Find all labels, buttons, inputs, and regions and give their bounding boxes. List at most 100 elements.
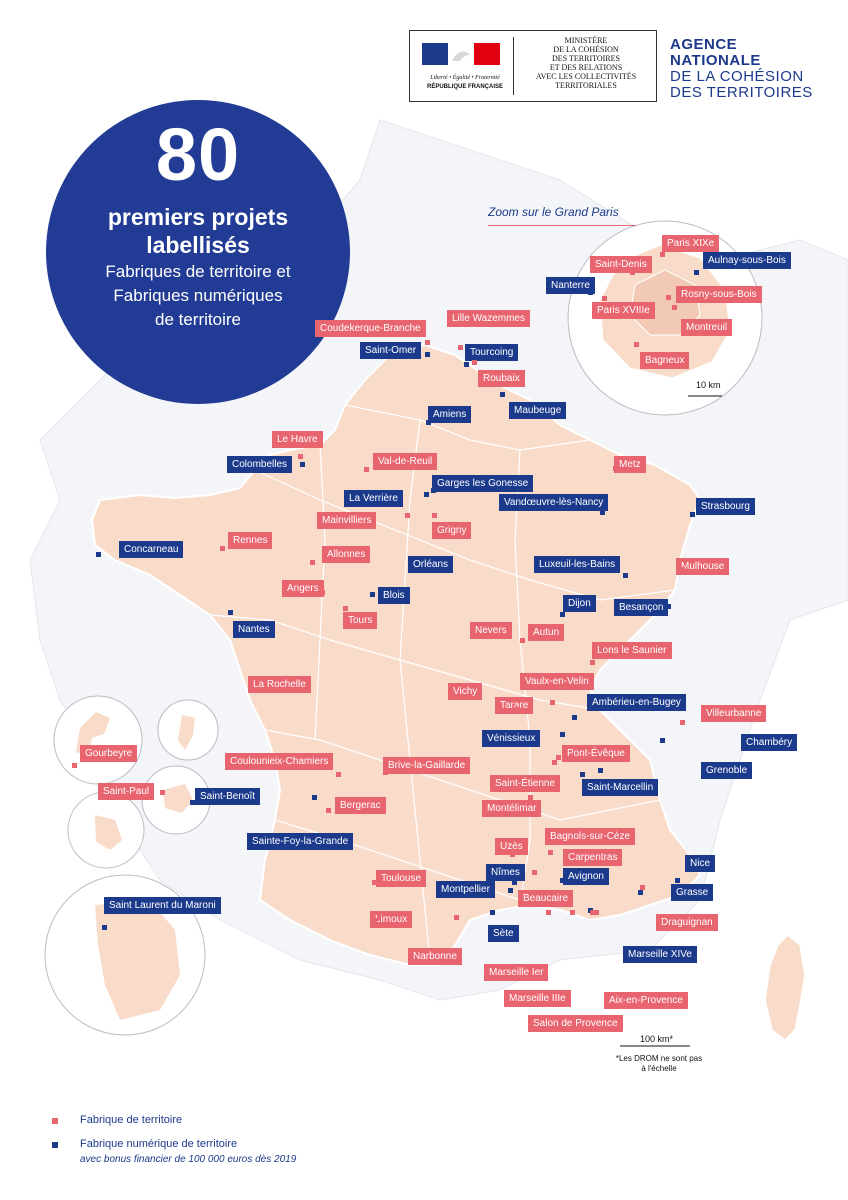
- place-label: Montélimar: [482, 800, 542, 817]
- place-marker: [312, 795, 317, 800]
- agency-logo: AGENCE NATIONALE DE LA COHÉSION DES TERR…: [670, 37, 813, 101]
- place-label: Colombelles: [227, 456, 293, 473]
- place-label: Amiens: [428, 406, 472, 423]
- place-label: Grenoble: [701, 762, 753, 779]
- government-motto: Liberté • Égalité • Fraternité: [430, 75, 500, 81]
- place-label: Limoux: [370, 911, 413, 928]
- zoom-title: Zoom sur le Grand Paris: [488, 205, 619, 219]
- place-marker: [570, 910, 575, 915]
- place-marker: [372, 918, 377, 923]
- place-marker: [500, 392, 505, 397]
- place-label: Autun: [528, 624, 565, 641]
- place-marker: [520, 638, 525, 643]
- legend-blue-sublabel: avec bonus financier de 100 000 euros dè…: [80, 1154, 297, 1165]
- place-label: Saint-Benoît: [195, 788, 261, 805]
- logo-separator: [513, 37, 514, 95]
- corsica: [764, 933, 806, 1041]
- place-label: Marseille Ier: [484, 964, 549, 981]
- place-label: La Verrière: [344, 490, 403, 507]
- place-label: Roubaix: [478, 370, 525, 387]
- place-marker: [694, 270, 699, 275]
- place-label: Marseille IIIe: [504, 990, 571, 1007]
- place-marker: [666, 604, 671, 609]
- place-marker: [560, 878, 565, 883]
- place-marker: [630, 270, 635, 275]
- place-label: Aulnay-sous-Bois: [703, 252, 791, 269]
- place-label: Lille Wazemmes: [447, 310, 530, 327]
- place-marker: [320, 590, 325, 595]
- legend-red-label: Fabrique de territoire: [80, 1114, 183, 1126]
- place-label: Orléans: [408, 556, 454, 573]
- place-marker: [640, 885, 645, 890]
- place-marker: [515, 707, 520, 712]
- place-label: Beaucaire: [518, 890, 574, 907]
- place-label: Bagnols-sur-Cèze: [545, 828, 636, 845]
- place-marker: [672, 305, 677, 310]
- place-marker: [590, 910, 595, 915]
- place-label: Ambérieu-en-Bugey: [587, 694, 686, 711]
- place-label: Concarneau: [119, 541, 184, 558]
- place-label: Montreuil: [681, 319, 733, 336]
- place-marker: [336, 772, 341, 777]
- place-marker: [470, 632, 475, 637]
- ministry-name: MINISTÈRE DE LA COHÉSION DES TERRITOIRES…: [535, 36, 637, 90]
- place-label: Paris XIXe: [662, 235, 720, 252]
- place-marker: [560, 612, 565, 617]
- legend-red-marker: [52, 1118, 58, 1124]
- place-label: Marseille XIVe: [623, 946, 697, 963]
- place-label: Saint-Étienne: [490, 775, 561, 792]
- place-label: Mainvilliers: [317, 512, 377, 529]
- place-marker: [383, 770, 388, 775]
- place-marker: [490, 910, 495, 915]
- place-marker: [343, 606, 348, 611]
- place-marker: [508, 888, 513, 893]
- headline-line-4: Fabriques numériques: [113, 286, 283, 305]
- place-label: Grasse: [671, 884, 714, 901]
- place-label: Toulouse: [376, 870, 427, 887]
- place-label: Aix-en-Provence: [604, 992, 688, 1009]
- place-marker: [560, 732, 565, 737]
- place-marker: [464, 362, 469, 367]
- place-marker: [546, 910, 551, 915]
- place-marker: [602, 296, 607, 301]
- marianne-flag-icon: [422, 43, 500, 65]
- place-label: Villeurbanne: [701, 705, 767, 722]
- place-marker: [220, 546, 225, 551]
- place-marker: [405, 513, 410, 518]
- place-label: Coulounieix-Chamiers: [225, 753, 334, 770]
- place-label: Rennes: [228, 532, 273, 549]
- place-label: Saint-Paul: [98, 783, 155, 800]
- place-marker: [660, 738, 665, 743]
- zoom-underline: [488, 225, 636, 226]
- place-marker: [460, 694, 465, 699]
- place-marker: [298, 454, 303, 459]
- place-marker: [510, 852, 515, 857]
- place-label: Sète: [488, 925, 519, 942]
- place-marker: [458, 345, 463, 350]
- government-logo: Liberté • Égalité • Fraternité RÉPUBLIQU…: [409, 30, 657, 102]
- place-label: Mulhouse: [676, 558, 730, 575]
- place-label: Montpellier: [436, 881, 495, 898]
- place-marker: [72, 763, 77, 768]
- place-label: Blois: [378, 587, 410, 604]
- place-label: Grigny: [432, 522, 472, 539]
- place-marker: [552, 760, 557, 765]
- place-label: Nîmes: [486, 864, 525, 881]
- place-marker: [548, 850, 553, 855]
- place-marker: [425, 340, 430, 345]
- place-marker: [424, 492, 429, 497]
- place-marker: [675, 878, 680, 883]
- place-label: Allonnes: [322, 546, 371, 563]
- place-label: Luxeuil-les-Bains: [534, 556, 621, 573]
- place-label: Nantes: [233, 621, 275, 638]
- government-name: RÉPUBLIQUE FRANÇAISE: [426, 84, 503, 90]
- place-marker: [364, 467, 369, 472]
- place-label: Draguignan: [656, 914, 718, 931]
- place-marker: [600, 510, 605, 515]
- place-marker: [556, 755, 561, 760]
- place-label: Garges les Gonesse: [432, 475, 534, 492]
- place-label: Uzès: [495, 838, 528, 855]
- place-label: Val-de-Reuil: [373, 453, 438, 470]
- place-marker: [588, 290, 593, 295]
- place-label: Saint-Omer: [360, 342, 422, 359]
